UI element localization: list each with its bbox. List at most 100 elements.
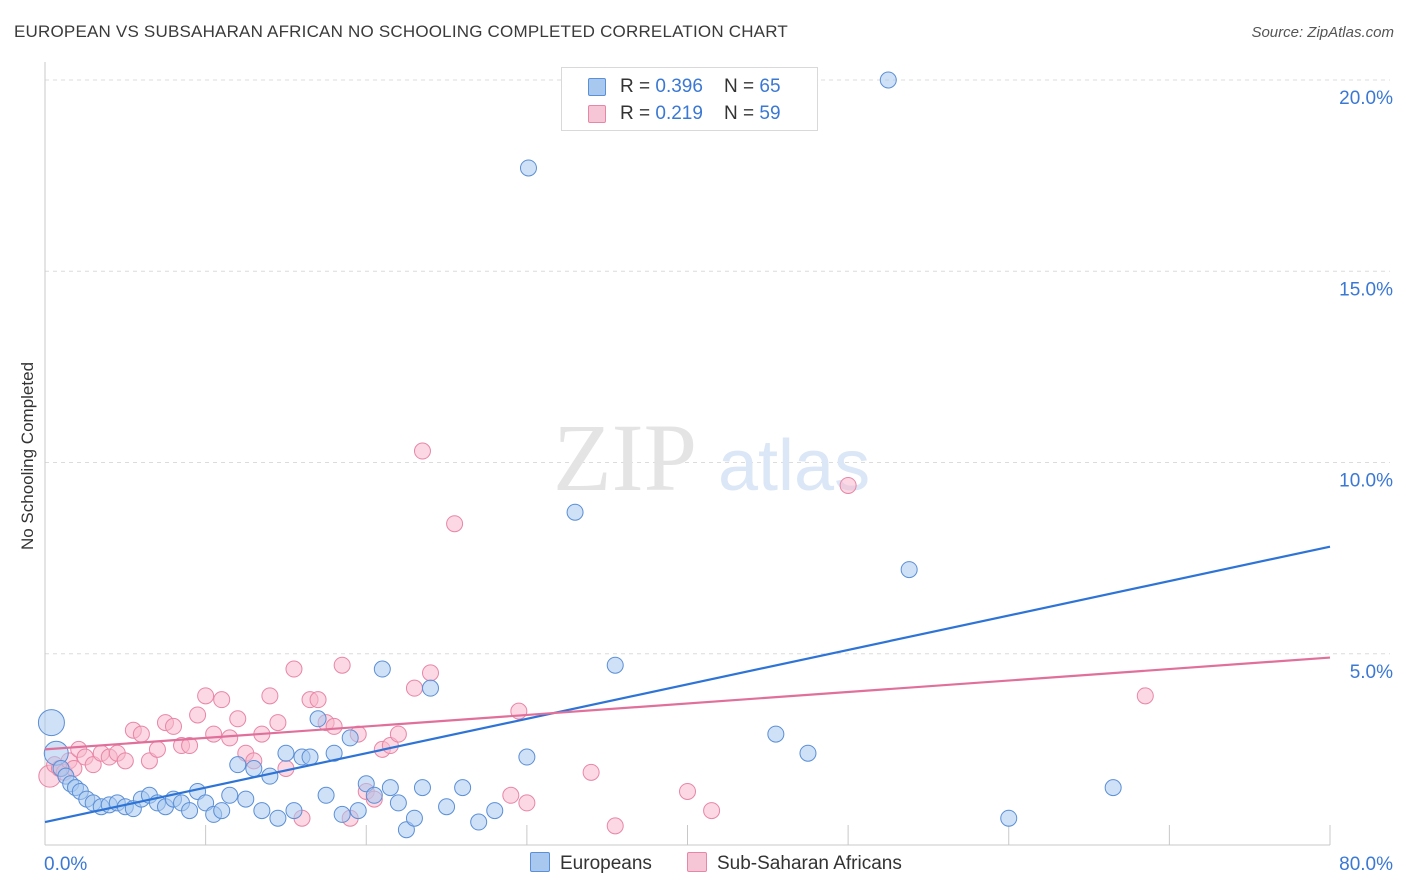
point-africans xyxy=(333,656,351,674)
point-africans xyxy=(285,660,303,678)
point-europeans xyxy=(438,798,456,816)
bottom-legend-europeans[interactable]: Europeans xyxy=(530,852,652,875)
point-africans xyxy=(132,725,150,743)
point-africans xyxy=(189,706,207,724)
point-europeans xyxy=(454,779,472,797)
point-africans xyxy=(606,817,624,835)
point-africans xyxy=(405,679,423,697)
point-europeans xyxy=(181,802,199,820)
watermark: ZIP atlas xyxy=(553,404,870,511)
point-africans xyxy=(325,717,343,735)
x-tick-label-end: 80.0% xyxy=(1339,854,1393,875)
point-europeans xyxy=(799,744,817,762)
point-africans xyxy=(165,717,182,735)
point-europeans xyxy=(566,503,584,521)
data-points xyxy=(37,71,1154,839)
point-europeans xyxy=(365,786,383,804)
point-europeans xyxy=(349,802,367,820)
trend-lines xyxy=(44,545,1331,824)
watermark-atlas: atlas xyxy=(718,426,870,506)
point-africans xyxy=(1136,687,1154,705)
point-europeans xyxy=(422,679,439,697)
point-europeans xyxy=(317,786,335,804)
point-europeans xyxy=(518,748,536,766)
point-europeans xyxy=(341,729,359,747)
point-europeans xyxy=(237,790,255,808)
point-africans xyxy=(261,687,279,705)
bottom-legend-label-africans: Sub-Saharan Africans xyxy=(717,853,902,874)
point-europeans xyxy=(213,802,231,820)
bottom-legend-africans[interactable]: Sub-Saharan Africans xyxy=(687,852,902,875)
point-africans xyxy=(518,794,536,812)
correlation-legend: R = 0.396 N = 65 R = 0.219 N = 59 xyxy=(561,67,818,131)
point-europeans xyxy=(1000,809,1018,827)
point-africans xyxy=(446,515,464,533)
watermark-zip: ZIP xyxy=(553,404,697,511)
point-africans xyxy=(389,725,407,743)
tick-labels: 5.0% 10.0% 15.0% 20.0% 0.0% 80.0% xyxy=(44,88,1393,875)
trend-line-africans xyxy=(44,656,1331,751)
point-europeans xyxy=(229,756,247,774)
y-tick-label: 15.0% xyxy=(1339,279,1393,300)
bottom-legend-label-europeans: Europeans xyxy=(560,853,652,874)
point-europeans xyxy=(405,809,423,827)
point-europeans xyxy=(413,779,431,797)
point-africans xyxy=(181,737,199,755)
y-tick-label: 10.0% xyxy=(1339,471,1393,492)
point-africans xyxy=(679,782,696,800)
point-europeans xyxy=(606,656,624,674)
y-tick-label: 20.0% xyxy=(1339,88,1393,109)
point-africans xyxy=(413,442,431,460)
point-africans xyxy=(229,710,247,728)
point-europeans xyxy=(470,813,488,831)
point-africans xyxy=(839,476,857,494)
legend-n-value-europeans: 65 xyxy=(759,76,781,97)
legend-n-value-africans: 59 xyxy=(759,103,781,124)
source-label[interactable]: Source: ZipAtlas.com xyxy=(1251,24,1394,41)
bottom-legend-swatch-europeans xyxy=(530,852,550,872)
point-europeans xyxy=(37,709,65,737)
legend-swatch-africans xyxy=(588,105,606,123)
point-europeans xyxy=(389,794,407,812)
legend-r-label-africans: R = xyxy=(620,103,656,124)
point-europeans xyxy=(486,802,504,820)
point-europeans xyxy=(900,561,918,579)
gridlines xyxy=(45,79,1390,655)
point-europeans xyxy=(767,725,785,743)
point-africans xyxy=(502,786,520,804)
chart-title: EUROPEAN VS SUBSAHARAN AFRICAN NO SCHOOL… xyxy=(14,22,788,41)
point-europeans xyxy=(301,748,319,766)
point-africans xyxy=(703,802,721,820)
point-europeans xyxy=(269,809,287,827)
point-africans xyxy=(205,725,223,743)
x-tick-label-start: 0.0% xyxy=(44,854,87,875)
point-europeans xyxy=(245,760,263,777)
point-europeans xyxy=(373,660,391,678)
bottom-legend-swatch-africans xyxy=(687,852,707,872)
point-africans xyxy=(582,763,600,781)
trend-line-europeans xyxy=(44,545,1331,824)
point-africans xyxy=(213,691,231,709)
point-europeans xyxy=(253,802,271,820)
point-europeans xyxy=(519,159,537,177)
point-europeans xyxy=(1104,779,1122,797)
point-africans xyxy=(197,687,215,705)
legend-r-value-africans: 0.219 xyxy=(655,103,703,124)
point-africans xyxy=(422,664,439,682)
legend-n-label-europeans: N = xyxy=(724,76,760,97)
point-europeans xyxy=(381,779,399,797)
point-europeans xyxy=(333,805,351,823)
legend-r-label-europeans: R = xyxy=(620,76,656,97)
point-europeans xyxy=(879,71,897,89)
point-africans xyxy=(148,740,166,758)
point-europeans xyxy=(277,744,295,762)
legend-n-label-africans: N = xyxy=(724,103,760,124)
legend-r-value-europeans: 0.396 xyxy=(655,76,703,97)
point-africans xyxy=(116,752,134,770)
legend-swatch-europeans xyxy=(588,78,606,96)
point-africans xyxy=(309,691,327,709)
point-africans xyxy=(221,729,239,747)
point-europeans xyxy=(221,786,239,804)
point-africans xyxy=(269,714,287,732)
